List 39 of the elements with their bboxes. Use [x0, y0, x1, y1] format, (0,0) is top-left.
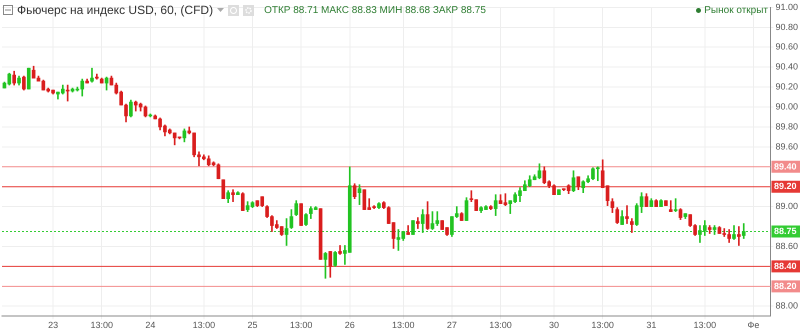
- y-tick-label: 89.60: [775, 141, 798, 152]
- ref-line-label: 88.20: [774, 280, 797, 291]
- ref-line-label: 89.40: [774, 161, 797, 172]
- y-tick-label: 90.80: [775, 22, 798, 32]
- ref-line-label: 89.20: [774, 181, 797, 192]
- y-tick-label: 90.60: [775, 42, 798, 52]
- x-tick-label: 24: [145, 320, 156, 330]
- x-tick-label: 13:00: [290, 320, 312, 330]
- candlestick: [358, 184, 362, 205]
- x-tick-label: 13:00: [489, 320, 512, 330]
- x-tick-label: Фе: [748, 320, 760, 330]
- x-tick-label: 13:00: [90, 320, 113, 330]
- x-tick-label: 23: [48, 320, 58, 330]
- candlestick: [284, 218, 288, 246]
- x-tick-label: 13:00: [192, 320, 216, 330]
- y-tick-label: 88.60: [775, 240, 798, 251]
- y-tick-label: 91.00: [775, 2, 798, 12]
- x-tick-label: 27: [446, 320, 457, 330]
- candlestick: [90, 68, 94, 82]
- chart-title: Фьючерс на индекс USD, 60, (CFD): [17, 3, 214, 17]
- candlestick: [231, 189, 235, 202]
- x-tick-label: 31: [646, 320, 656, 330]
- x-tick-label: 13:00: [591, 320, 614, 330]
- y-tick-label: 90.20: [775, 82, 798, 92]
- annotation: Рынок открыт: [704, 5, 768, 16]
- ref-line-label: 88.75: [774, 226, 797, 236]
- y-tick-label: 90.00: [775, 101, 798, 112]
- x-tick-label: 26: [344, 320, 355, 330]
- annotation: ОТКР 88.71 МАКС 88.83 МИН 88.68 ЗАКР 88.75: [264, 4, 486, 16]
- y-tick-label: 90.40: [775, 62, 798, 72]
- x-tick-label: 30: [549, 320, 560, 330]
- x-tick-label: 13:00: [694, 320, 716, 330]
- y-tick-label: 89.80: [775, 121, 798, 132]
- ref-line-label: 88.40: [774, 260, 797, 271]
- candlestick: [625, 205, 629, 224]
- y-tick-label: 88.00: [775, 300, 798, 311]
- x-tick-label: 25: [247, 320, 258, 330]
- x-tick-label: 13:00: [392, 320, 415, 330]
- y-tick-label: 89.00: [775, 201, 798, 212]
